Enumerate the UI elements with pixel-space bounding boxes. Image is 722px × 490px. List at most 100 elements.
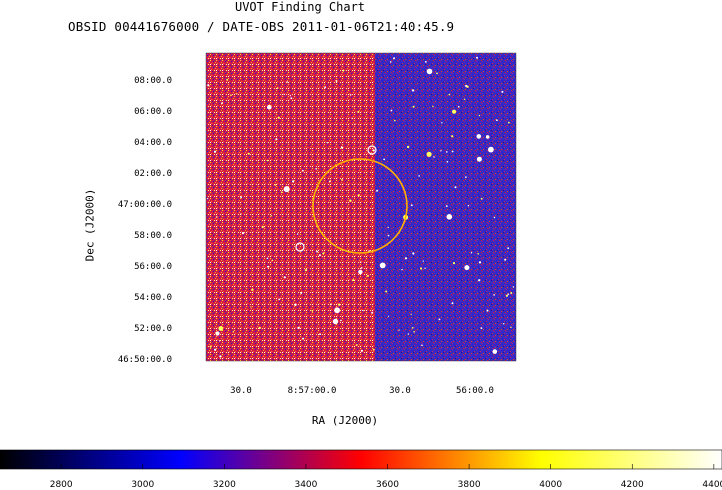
star: [379, 262, 386, 269]
star: [232, 331, 234, 333]
star: [493, 216, 496, 219]
star: [411, 89, 415, 92]
star: [410, 204, 413, 207]
star: [250, 306, 252, 308]
star: [478, 261, 482, 264]
star: [457, 105, 460, 108]
star: [480, 197, 483, 200]
star: [267, 104, 272, 110]
star: [452, 109, 457, 114]
star: [407, 333, 409, 335]
star: [476, 134, 482, 139]
star: [367, 274, 369, 277]
star: [274, 184, 277, 186]
star: [508, 121, 510, 124]
star: [433, 156, 435, 158]
star: [467, 205, 470, 207]
star: [326, 142, 328, 144]
sky-image-left-half: [206, 53, 375, 361]
star: [300, 291, 303, 294]
star: [240, 196, 242, 199]
colorbar-label-7: 4200: [620, 480, 644, 490]
star: [294, 303, 297, 306]
star: [340, 319, 342, 322]
y-tick-0: 08:00.0: [134, 76, 172, 86]
star: [304, 269, 308, 272]
source-marker-2: [295, 242, 305, 252]
star: [466, 85, 469, 88]
star: [290, 97, 293, 100]
star: [319, 333, 321, 336]
star: [371, 311, 374, 314]
star: [488, 146, 494, 153]
y-tick-7: 54:00.0: [134, 293, 172, 303]
star: [406, 145, 410, 149]
target-circle: [312, 158, 408, 254]
star: [512, 286, 515, 288]
star: [412, 252, 415, 255]
star: [464, 265, 470, 271]
star: [404, 257, 408, 260]
star: [393, 57, 396, 60]
y-axis-label: Dec (J2000): [83, 188, 97, 262]
star: [452, 262, 456, 265]
star: [324, 86, 326, 89]
y-tick-1: 06:00.0: [134, 107, 172, 117]
star: [286, 81, 288, 83]
colorbar-label-5: 3800: [457, 480, 481, 490]
sky-image: [205, 52, 517, 362]
source-marker-1: [367, 145, 377, 155]
star: [421, 344, 423, 347]
star: [349, 94, 352, 96]
star: [271, 259, 274, 262]
star: [401, 268, 403, 271]
image-frame: [205, 52, 517, 362]
star: [283, 276, 286, 279]
star: [316, 250, 318, 253]
star: [446, 161, 449, 163]
star: [219, 355, 222, 358]
star: [334, 307, 340, 314]
star: [258, 326, 261, 330]
star: [372, 348, 375, 351]
star: [340, 146, 344, 149]
colorbar: [0, 449, 722, 470]
star: [387, 226, 389, 228]
star: [477, 253, 480, 255]
star: [358, 269, 363, 275]
colorbar-label-1: 3000: [131, 480, 155, 490]
star: [501, 90, 504, 93]
star: [432, 105, 434, 108]
star: [438, 318, 441, 321]
star: [270, 215, 273, 217]
star: [330, 303, 332, 306]
star: [355, 344, 358, 346]
y-tick-5: 58:00.0: [134, 231, 172, 241]
star: [302, 337, 305, 340]
star: [341, 179, 343, 181]
star: [297, 326, 300, 330]
star: [302, 169, 304, 172]
star: [372, 149, 375, 152]
star: [289, 95, 291, 97]
star: [387, 234, 390, 237]
star: [342, 69, 345, 72]
star: [360, 349, 363, 352]
star: [283, 93, 285, 96]
star: [329, 180, 331, 183]
colorbar-label-0: 2800: [49, 480, 73, 490]
star: [426, 68, 433, 75]
star: [360, 267, 363, 269]
star: [394, 119, 396, 122]
colorbar-label-3: 3400: [294, 480, 318, 490]
star: [332, 318, 339, 325]
star: [486, 309, 489, 312]
star: [411, 327, 414, 329]
star: [389, 61, 392, 63]
x-tick-0: 30.0: [230, 386, 252, 396]
star: [230, 94, 232, 96]
star: [419, 267, 423, 270]
x-tick-1: 8:57:00.0: [287, 386, 337, 396]
star: [410, 313, 412, 315]
